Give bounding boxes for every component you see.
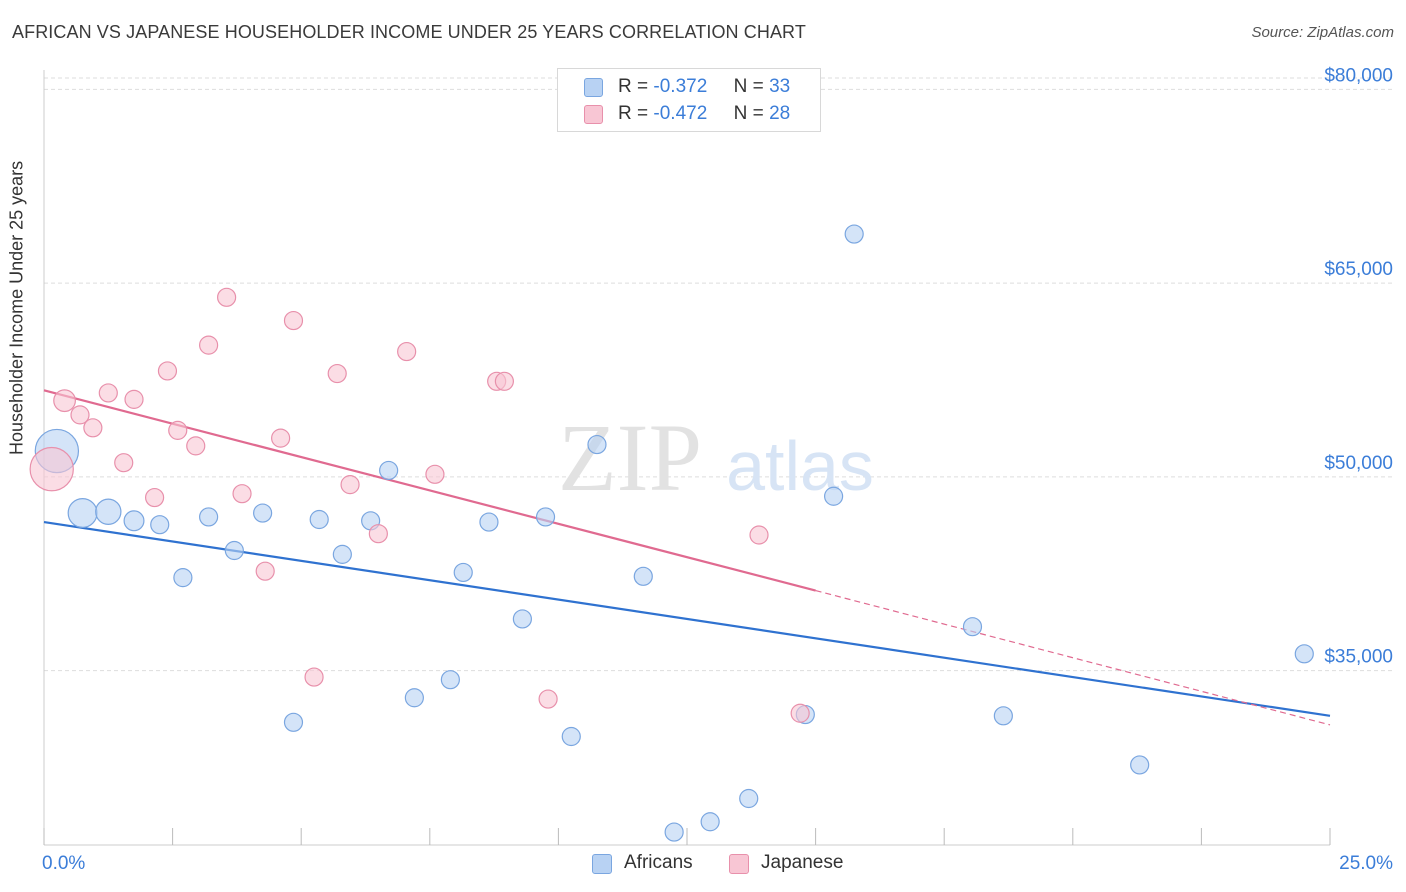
grid-lines — [44, 77, 1394, 672]
african-point — [95, 498, 122, 525]
japanese-point — [124, 389, 144, 409]
y-axis-label: Householder Income Under 25 years — [6, 160, 27, 455]
japanese-point — [304, 667, 324, 687]
japanese-point — [397, 341, 417, 362]
n-value: 33 — [769, 76, 791, 97]
y-tick-label: $35,000 — [1324, 647, 1393, 668]
african-point — [173, 568, 193, 588]
japanese-point — [368, 524, 388, 544]
y-tick-label: $50,000 — [1324, 453, 1393, 474]
japanese-point — [98, 383, 118, 403]
japanese-point — [217, 287, 237, 307]
japanese-point — [168, 420, 188, 440]
african-point — [844, 224, 864, 244]
african-point — [199, 507, 219, 527]
y-tick-label: $65,000 — [1324, 259, 1393, 280]
r-value: -0.372 — [653, 76, 708, 97]
chart-title: AFRICAN VS JAPANESE HOUSEHOLDER INCOME U… — [12, 22, 806, 42]
japanese-point — [538, 689, 558, 709]
japanese-point — [144, 487, 165, 508]
african-point — [561, 726, 581, 747]
japanese-point — [199, 335, 219, 355]
japanese-point — [271, 428, 291, 448]
legend-swatch-africans — [584, 78, 603, 97]
n-label: N = — [733, 103, 764, 124]
african-point — [962, 617, 983, 637]
japanese-point — [186, 436, 206, 456]
african-point — [824, 486, 844, 506]
african-point — [123, 510, 145, 532]
japanese-point — [425, 464, 445, 484]
japanese-point — [70, 405, 90, 425]
watermark: ZIP atlas — [558, 404, 874, 511]
african-point — [633, 566, 653, 586]
watermark-atlas: atlas — [726, 427, 874, 505]
correlation-legend: R = -0.372 N = 33 R = -0.472 N = 28 — [557, 68, 821, 132]
n-label: N = — [733, 76, 764, 97]
japanese-point — [283, 310, 304, 331]
african-point — [453, 562, 473, 583]
r-value: -0.472 — [653, 103, 708, 124]
legend-stats-japanese: R = -0.472 N = 28 — [618, 103, 790, 125]
japanese-point — [790, 703, 810, 723]
african-point — [512, 609, 532, 629]
japanese-point — [53, 389, 76, 413]
legend-swatch-africans — [592, 854, 612, 874]
japanese-point — [157, 361, 178, 381]
african-point — [1294, 644, 1314, 664]
african-point — [150, 515, 170, 535]
african-point — [664, 822, 684, 842]
african-point — [1130, 755, 1150, 775]
african-point — [253, 503, 273, 523]
japanese-point — [114, 453, 134, 473]
legend-label-japanese: Japanese — [761, 852, 844, 873]
africans-trend-line — [43, 520, 1331, 717]
african-point — [404, 688, 424, 708]
african-point — [309, 509, 329, 530]
legend-swatch-japanese — [584, 105, 603, 124]
japanese-point — [83, 418, 103, 438]
african-point — [535, 507, 556, 527]
african-point — [700, 812, 720, 832]
source-credit: Source: ZipAtlas.com — [1251, 24, 1394, 41]
african-point — [739, 788, 759, 809]
legend-swatch-japanese — [729, 854, 749, 874]
african-point — [332, 544, 352, 564]
tick-labels: $35,000 $50,000 $65,000 $80,000 0.0% 25.0% — [42, 65, 1393, 874]
japanese-point — [749, 525, 769, 545]
african-point — [993, 706, 1013, 726]
watermark-zip: ZIP — [558, 404, 702, 511]
japanese-point — [255, 561, 275, 581]
legend-label-africans: Africans — [624, 852, 693, 873]
y-tick-label: $80,000 — [1324, 65, 1393, 86]
african-point — [479, 512, 499, 532]
x-tick-label: 25.0% — [1339, 853, 1393, 874]
african-point — [379, 460, 399, 481]
japanese-point — [340, 475, 360, 495]
r-label: R = — [618, 76, 649, 97]
r-label: R = — [618, 103, 649, 124]
african-point — [283, 712, 304, 732]
japanese-point — [327, 363, 347, 384]
african-point — [440, 670, 460, 690]
n-value: 28 — [769, 103, 791, 124]
japanese-trend-extension — [815, 589, 1331, 726]
x-tick-label: 0.0% — [42, 853, 85, 874]
japanese-point — [494, 371, 514, 391]
japanese-point — [232, 484, 252, 504]
data-points — [29, 224, 1314, 842]
african-point — [67, 498, 98, 529]
african-point — [587, 434, 607, 455]
japanese-point — [29, 446, 74, 492]
african-point — [224, 540, 244, 561]
legend-stats-africans: R = -0.372 N = 33 — [618, 76, 790, 98]
